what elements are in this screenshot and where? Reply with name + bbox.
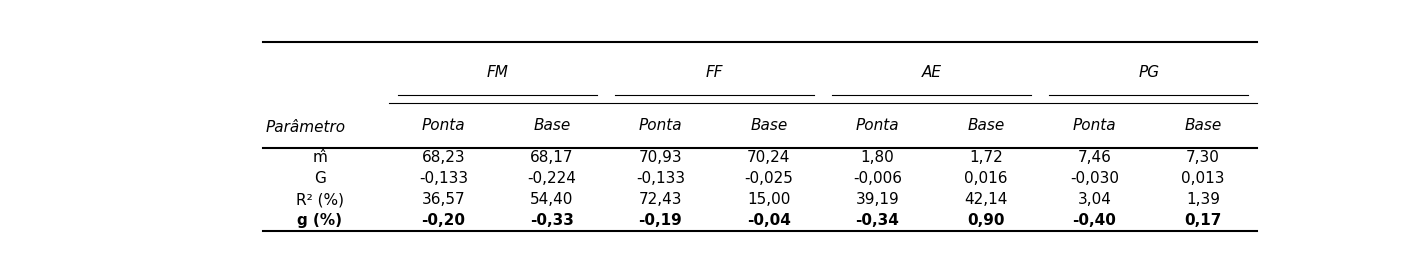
Text: 1,80: 1,80 bbox=[861, 150, 895, 166]
Text: FF: FF bbox=[706, 65, 723, 80]
Text: -0,030: -0,030 bbox=[1069, 171, 1119, 186]
Text: 0,016: 0,016 bbox=[964, 171, 1007, 186]
Text: 70,24: 70,24 bbox=[747, 150, 790, 166]
Text: -0,133: -0,133 bbox=[418, 171, 468, 186]
Text: -0,006: -0,006 bbox=[852, 171, 902, 186]
Text: 39,19: 39,19 bbox=[855, 192, 899, 207]
Text: Base: Base bbox=[967, 118, 1005, 133]
Text: 68,23: 68,23 bbox=[421, 150, 465, 166]
Text: AE: AE bbox=[921, 65, 941, 80]
Text: 15,00: 15,00 bbox=[747, 192, 790, 207]
Text: Parâmetro: Parâmetro bbox=[266, 120, 345, 135]
Text: Base: Base bbox=[750, 118, 788, 133]
Text: 0,013: 0,013 bbox=[1181, 171, 1224, 186]
Text: 68,17: 68,17 bbox=[530, 150, 573, 166]
Text: 54,40: 54,40 bbox=[530, 192, 573, 207]
Text: FM: FM bbox=[486, 65, 509, 80]
Text: Ponta: Ponta bbox=[855, 118, 899, 133]
Text: -0,133: -0,133 bbox=[635, 171, 685, 186]
Text: Ponta: Ponta bbox=[421, 118, 465, 133]
Text: -0,33: -0,33 bbox=[530, 213, 573, 228]
Text: m̂: m̂ bbox=[313, 150, 327, 166]
Text: 70,93: 70,93 bbox=[638, 150, 682, 166]
Text: -0,025: -0,025 bbox=[744, 171, 793, 186]
Text: -0,20: -0,20 bbox=[421, 213, 465, 228]
Text: g (%): g (%) bbox=[297, 213, 342, 228]
Text: 36,57: 36,57 bbox=[421, 192, 465, 207]
Text: R² (%): R² (%) bbox=[296, 192, 344, 207]
Text: 0,17: 0,17 bbox=[1184, 213, 1222, 228]
Text: -0,40: -0,40 bbox=[1072, 213, 1116, 228]
Text: 42,14: 42,14 bbox=[964, 192, 1007, 207]
Text: PG: PG bbox=[1138, 65, 1160, 80]
Text: 1,72: 1,72 bbox=[969, 150, 1003, 166]
Text: Base: Base bbox=[1185, 118, 1222, 133]
Text: -0,19: -0,19 bbox=[638, 213, 682, 228]
Text: Base: Base bbox=[533, 118, 571, 133]
Text: 72,43: 72,43 bbox=[638, 192, 682, 207]
Text: 1,39: 1,39 bbox=[1186, 192, 1220, 207]
Text: -0,34: -0,34 bbox=[855, 213, 899, 228]
Text: G: G bbox=[314, 171, 325, 186]
Text: -0,04: -0,04 bbox=[747, 213, 790, 228]
Text: 7,46: 7,46 bbox=[1078, 150, 1112, 166]
Text: 3,04: 3,04 bbox=[1078, 192, 1112, 207]
Text: Ponta: Ponta bbox=[638, 118, 682, 133]
Text: 7,30: 7,30 bbox=[1186, 150, 1220, 166]
Text: 0,90: 0,90 bbox=[967, 213, 1005, 228]
Text: Ponta: Ponta bbox=[1072, 118, 1116, 133]
Text: -0,224: -0,224 bbox=[527, 171, 576, 186]
